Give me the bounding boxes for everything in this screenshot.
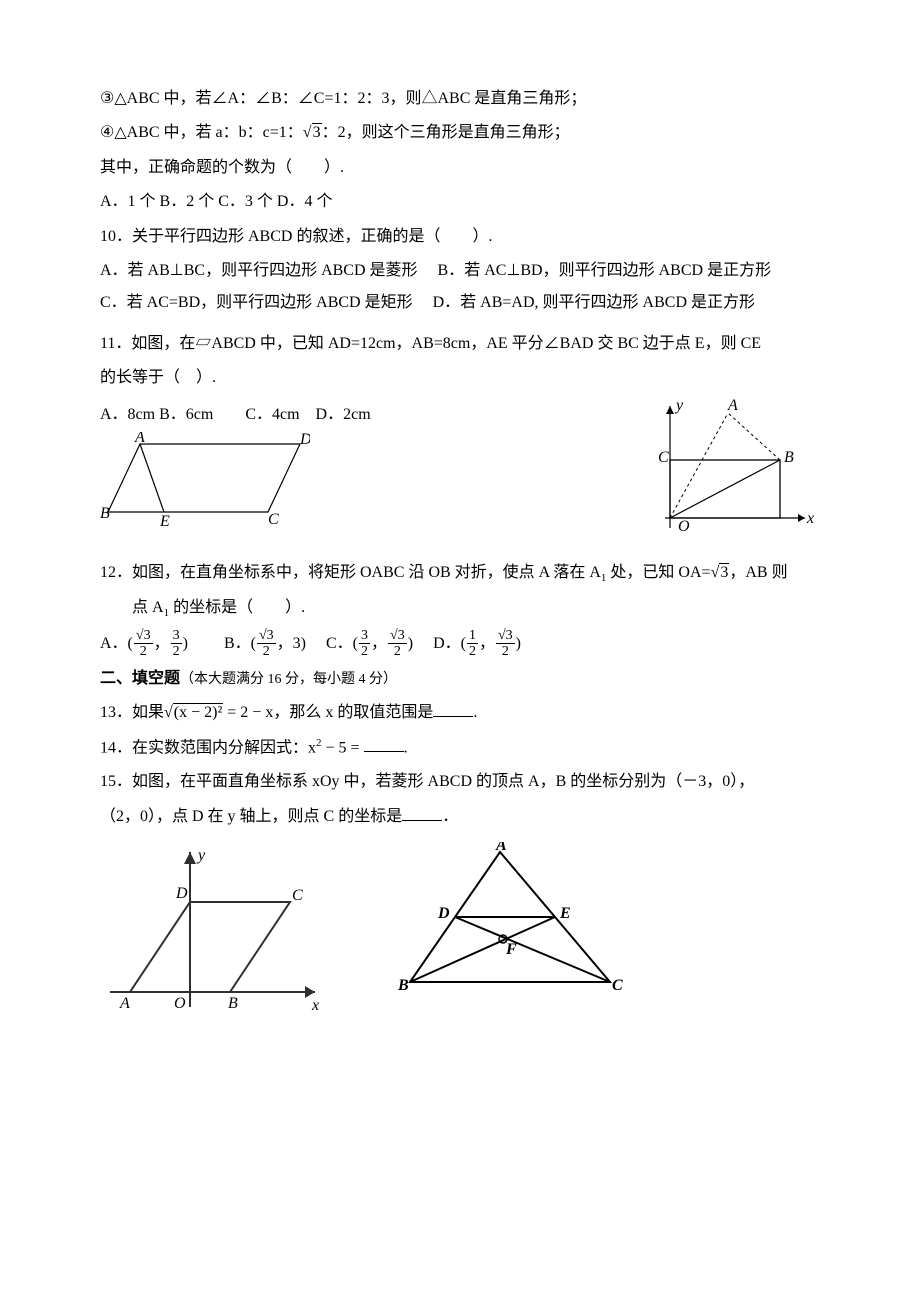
svg-text:C: C	[268, 511, 279, 527]
q15-figure-triangle-medians: A B C D E F	[390, 842, 630, 1002]
q12-optA: A．(√32，32)	[100, 635, 188, 652]
q14: 14．在实数范围内分解因式：x2 − 5 = .	[100, 733, 820, 764]
q12-optC: C．(32，√32)	[326, 635, 413, 652]
q15-line2: （2，0），点 D 在 y 轴上，则点 C 的坐标是 ．	[100, 802, 820, 832]
q14-blank	[364, 735, 404, 752]
svg-text:A: A	[727, 398, 738, 414]
svg-text:B: B	[228, 995, 238, 1012]
q13: 13．如果(x − 2)² = 2 − x，那么 x 的取值范围是.	[100, 698, 820, 728]
q12-post: ，AB 则	[729, 564, 787, 581]
q10-optD: D．若 AB=AD, 则平行四边形 ABCD 是正方形	[433, 294, 755, 311]
q9-stmt4: ④△ABC 中，若 a：b：c=1：3：2，则这个三角形是直角三角形；	[100, 118, 820, 148]
q9-stmt4-post: ：2，则这个三角形是直角三角形；	[322, 124, 570, 141]
q11-figure-parallelogram: A D B C E	[100, 432, 310, 527]
q10-optB: B．若 AC⊥BD，则平行四边形 ABCD 是正方形	[438, 262, 772, 279]
svg-text:D: D	[437, 905, 450, 922]
section2-title: 二、填空题	[100, 670, 180, 687]
q9-stmt4-pre: ④△ABC 中，若 a：b：c=1：	[100, 124, 303, 141]
svg-text:D: D	[175, 885, 188, 902]
svg-text:C: C	[612, 977, 623, 994]
q14-mid: − 5 =	[322, 739, 364, 756]
q13-post: .	[473, 704, 477, 721]
section2-heading: 二、填空题（本大题满分 16 分，每小题 4 分）	[100, 664, 820, 694]
svg-text:x: x	[806, 510, 814, 527]
svg-text:y: y	[196, 847, 206, 864]
q12-optD: D．(12，√32)	[433, 635, 521, 652]
svg-text:B: B	[397, 977, 409, 994]
q12-stem-line2: 点 A1 的坐标是（ ）.	[100, 593, 820, 624]
q9-count-line: 其中，正确命题的个数为（ ）.	[100, 153, 820, 183]
q12-l2pre: 点 A	[132, 599, 164, 616]
q11-stem1: 11．如图，在▱ABCD 中，已知 AD=12cm，AB=8cm，AE 平分∠B…	[100, 329, 820, 359]
q12-options: A．(√32，32) B．(√32，3) C．(32，√32) D．(12，√3…	[100, 628, 820, 660]
q14-pre: 14．在实数范围内分解因式：x	[100, 739, 316, 756]
q15-figures: A B C D O x y A B C D E F	[100, 842, 820, 1022]
svg-text:C: C	[658, 449, 669, 466]
q12-mid: 处，已知 OA=	[606, 564, 710, 581]
svg-text:E: E	[559, 905, 571, 922]
sqrt-3-icon: 3	[303, 118, 322, 148]
q9-stmt3: ③△ABC 中，若∠A：∠B：∠C=1：2：3，则△ABC 是直角三角形；	[100, 84, 820, 114]
q10-optA: A．若 AB⊥BC，则平行四边形 ABCD 是菱形	[100, 262, 418, 279]
q11-row: A．8cm B．6cm C．4cm D．2cm A D B C E	[100, 398, 820, 554]
q10-stem: 10．关于平行四边形 ABCD 的叙述，正确的是（ ）.	[100, 222, 820, 252]
q10-row2: C．若 AC=BD，则平行四边形 ABCD 是矩形 D．若 AB=AD, 则平行…	[100, 288, 820, 318]
q10-row1: A．若 AB⊥BC，则平行四边形 ABCD 是菱形 B．若 AC⊥BD，则平行四…	[100, 256, 820, 286]
svg-text:y: y	[674, 398, 684, 414]
section2-note: （本大题满分 16 分，每小题 4 分）	[180, 672, 397, 687]
q15-line1: 15．如图，在平面直角坐标系 xOy 中，若菱形 ABCD 的顶点 A，B 的坐…	[100, 767, 820, 797]
svg-text:A: A	[119, 995, 130, 1012]
sqrt-q13-icon: (x − 2)²	[164, 698, 223, 728]
q12-optB: B．(√32，3)	[224, 635, 306, 652]
q12-pre: 12．如图，在直角坐标系中，将矩形 OABC 沿 OB 对折，使点 A 落在 A	[100, 564, 601, 581]
svg-text:x: x	[311, 997, 319, 1014]
sqrt-3b-icon: 3	[711, 558, 730, 588]
q15-figure-coord-rhombus: A B C D O x y	[100, 842, 330, 1022]
q11-stem2: 的长等于（ ）.	[100, 363, 820, 393]
q9-options: A．1 个 B．2 个 C．3 个 D．4 个	[100, 187, 820, 217]
q15-blank	[402, 804, 442, 821]
svg-text:D: D	[299, 432, 310, 448]
svg-text:O: O	[174, 995, 186, 1012]
svg-text:C: C	[292, 887, 303, 904]
svg-text:A: A	[134, 432, 145, 446]
q13-blank	[433, 700, 473, 717]
q15-l2post: ．	[442, 808, 458, 825]
svg-text:A: A	[495, 842, 507, 854]
q12-figure-fold: O x y A B C	[650, 398, 820, 543]
svg-text:E: E	[159, 513, 170, 527]
q15-l2pre: （2，0），点 D 在 y 轴上，则点 C 的坐标是	[100, 808, 402, 825]
q13-pre: 13．如果	[100, 704, 164, 721]
svg-text:B: B	[784, 449, 794, 466]
q11-options: A．8cm B．6cm C．4cm D．2cm	[100, 400, 650, 430]
svg-text:O: O	[678, 518, 690, 535]
q12-l2post: 的坐标是（ ）.	[169, 599, 305, 616]
svg-text:F: F	[505, 941, 517, 958]
q10-optC: C．若 AC=BD，则平行四边形 ABCD 是矩形	[100, 294, 413, 311]
svg-text:B: B	[100, 505, 110, 522]
q13-mid: = 2 − x，那么 x 的取值范围是	[223, 704, 433, 721]
q12-stem-line1: 12．如图，在直角坐标系中，将矩形 OABC 沿 OB 对折，使点 A 落在 A…	[100, 558, 820, 589]
q14-post: .	[404, 739, 408, 756]
